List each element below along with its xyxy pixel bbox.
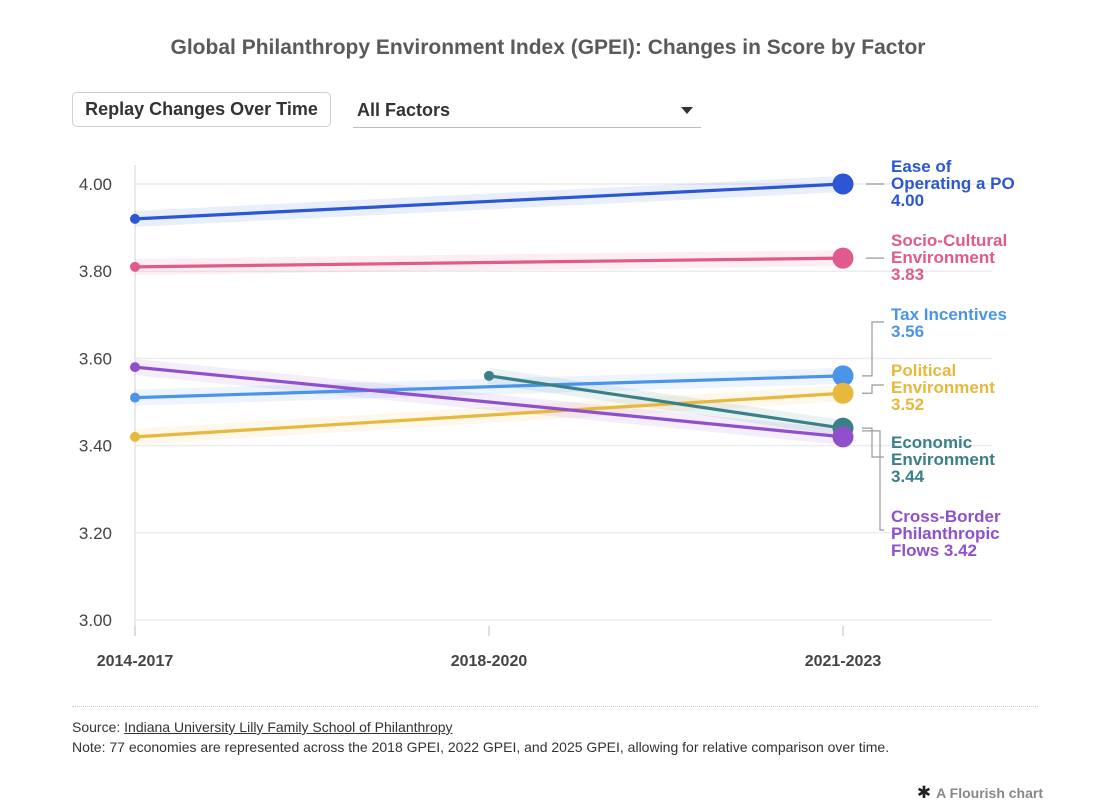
factor-select[interactable]: All Factors (353, 94, 701, 128)
start-point-economic-environment (484, 370, 494, 381)
y-tick-label: 4.00 (79, 175, 112, 194)
x-tick-label: 2021-2023 (805, 653, 882, 670)
start-point-socio-cultural-environment (130, 261, 140, 272)
label-connectors (862, 183, 884, 531)
caret-down-icon (681, 107, 693, 114)
series-points (130, 173, 854, 448)
line-ease-of-operating-a-po (134, 182, 844, 221)
start-point-tax-incentives (130, 392, 140, 403)
start-point-political-environment (130, 431, 140, 442)
y-axis-ticks: 3.00 3.20 3.40 3.60 3.80 4.00 (79, 175, 112, 630)
y-tick-label: 3.20 (79, 524, 112, 543)
x-tick-label: 2014-2017 (97, 653, 174, 670)
x-axis-ticks: 2014-2017 2018-2020 2021-2023 (97, 626, 882, 670)
start-point-ease-of-operating-a-po (130, 213, 140, 224)
connector-tax (862, 321, 884, 377)
y-tick-label: 3.60 (79, 349, 112, 368)
y-tick-label: 3.00 (79, 611, 112, 630)
connector-cross-border (862, 430, 884, 531)
source-prefix: Source: (72, 719, 125, 735)
label-economic-environment: Economic Environment 3.44 (891, 433, 995, 486)
end-point-political-environment (832, 382, 854, 404)
source-line: Source: Indiana University Lilly Family … (72, 719, 453, 735)
line-tax-incentives (134, 374, 844, 400)
end-point-ease-of-operating-a-po (832, 173, 854, 195)
line-cross-border-philanthropic-flows (134, 365, 844, 439)
asterisk-icon: ✱ (916, 783, 932, 802)
y-tick-label: 3.80 (79, 262, 112, 281)
label-political-environment: Political Environment 3.52 (891, 361, 995, 414)
line-economic-environment (488, 374, 844, 430)
x-tick-label: 2018-2020 (451, 653, 528, 670)
series-labels: Ease of Operating a PO 4.00 Socio-Cultural E… (891, 157, 1015, 560)
source-link[interactable]: Indiana University Lilly Family School o… (124, 719, 453, 735)
flourish-credit-label: A Flourish chart (936, 785, 1043, 801)
replay-button[interactable]: Replay Changes Over Time (72, 92, 331, 127)
factor-select-value: All Factors (357, 100, 451, 120)
chart-title: Global Philanthropy Environment Index (G… (170, 36, 926, 59)
label-ease-of-operating-a-po: Ease of Operating a PO 4.00 (891, 157, 1015, 210)
label-socio-cultural-environment: Socio-Cultural Environment 3.83 (891, 231, 1007, 284)
note-line: Note: 77 economies are represented acros… (72, 739, 890, 755)
footer-divider (72, 706, 1038, 707)
line-socio-cultural-environment (134, 256, 844, 269)
flourish-credit[interactable]: ✱ A Flourish chart (917, 783, 1043, 803)
end-point-cross-border-philanthropic-flows (832, 426, 854, 448)
label-cross-border-philanthropic-flows: Cross-Border Philanthropic Flows 3.42 (891, 507, 1001, 560)
end-point-tax-incentives (832, 365, 854, 387)
y-tick-label: 3.40 (79, 437, 112, 456)
start-point-cross-border-philanthropic-flows (130, 362, 140, 373)
line-chart: 3.00 3.20 3.40 3.60 3.80 4.00 2014-2017 2018-2… (79, 157, 1015, 670)
connector-economic (862, 427, 884, 458)
series-lines (134, 182, 844, 439)
label-tax-incentives: Tax Incentives 3.56 (891, 305, 1007, 341)
connector-political (862, 384, 884, 394)
line-political-environment (134, 391, 844, 439)
end-point-socio-cultural-environment (832, 247, 854, 269)
